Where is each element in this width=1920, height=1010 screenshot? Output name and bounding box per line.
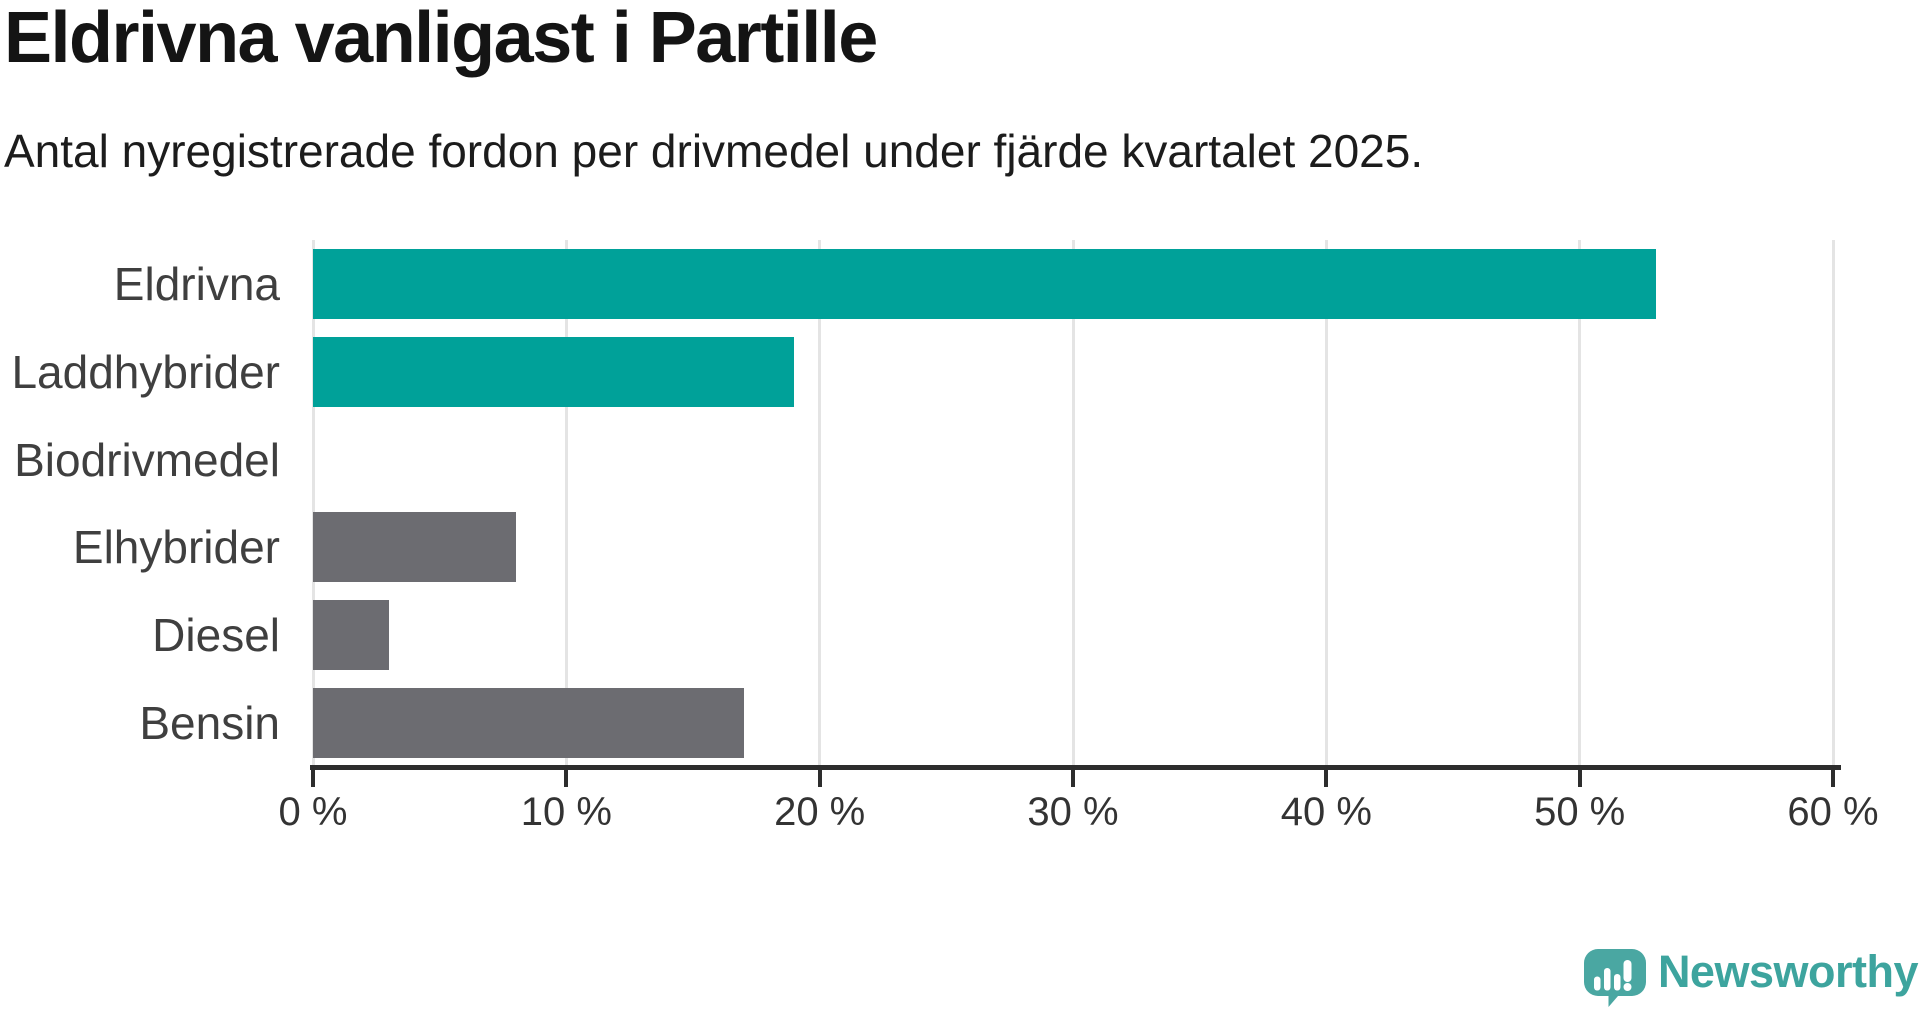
- chart-subtitle: Antal nyregistrerade fordon per drivmede…: [4, 125, 1424, 177]
- x-tick-mark-0: [311, 765, 315, 787]
- x-tick-mark-50: [1577, 765, 1582, 787]
- x-tick-mark-30: [1071, 765, 1075, 787]
- exclamation-bar: [1623, 960, 1632, 982]
- gridline-30: [1071, 240, 1075, 767]
- newsworthy-logo-text: Newsworthy: [1657, 946, 1919, 997]
- mini-bar-2: [1603, 968, 1611, 991]
- category-label-elhybrider: Elhybrider: [72, 521, 280, 574]
- x-tick-label-0: 0 %: [278, 790, 348, 834]
- exclamation-dot: [1623, 983, 1632, 991]
- x-tick-label-30: 30 %: [1027, 790, 1119, 834]
- gridline-50: [1578, 240, 1582, 767]
- gridline-0: [311, 240, 315, 767]
- x-tick-label-20: 20 %: [774, 790, 866, 834]
- bar-diesel: [313, 600, 389, 671]
- mini-bar-1: [1593, 976, 1601, 991]
- x-tick-label-10: 10 %: [520, 790, 612, 834]
- x-tick-mark-60: [1831, 765, 1835, 787]
- chart-title: Eldrivna vanligast i Partille: [4, 0, 878, 78]
- gridline-20: [818, 240, 822, 767]
- gridline-40: [1324, 240, 1328, 767]
- x-tick-mark-40: [1324, 765, 1329, 787]
- x-tick-label-50: 50 %: [1534, 790, 1626, 834]
- bar-elhybrider: [313, 512, 516, 583]
- x-tick-mark-10: [564, 765, 569, 787]
- category-label-eldrivna: Eldrivna: [113, 257, 280, 310]
- x-tick-mark-20: [817, 765, 822, 787]
- x-tick-label-60: 60 %: [1787, 790, 1879, 834]
- plot-area: [311, 240, 1835, 767]
- category-label-laddhybrider: Laddhybrider: [11, 345, 280, 398]
- mini-bar-3: [1613, 974, 1621, 991]
- category-label-bensin: Bensin: [139, 697, 280, 750]
- bar-bensin: [313, 688, 744, 759]
- newsworthy-logo: Newsworthy: [1583, 944, 1919, 1010]
- x-axis-line: [310, 765, 1841, 770]
- gridline-10: [564, 240, 568, 767]
- newsworthy-logo-icon: [1583, 949, 1646, 1007]
- category-label-biodrivmedel: Biodrivmedel: [14, 433, 280, 486]
- bar-eldrivna: [313, 248, 1656, 319]
- x-tick-label-40: 40 %: [1280, 790, 1372, 834]
- category-label-diesel: Diesel: [152, 609, 280, 662]
- gridline-60: [1831, 240, 1835, 767]
- bar-laddhybrider: [313, 336, 795, 407]
